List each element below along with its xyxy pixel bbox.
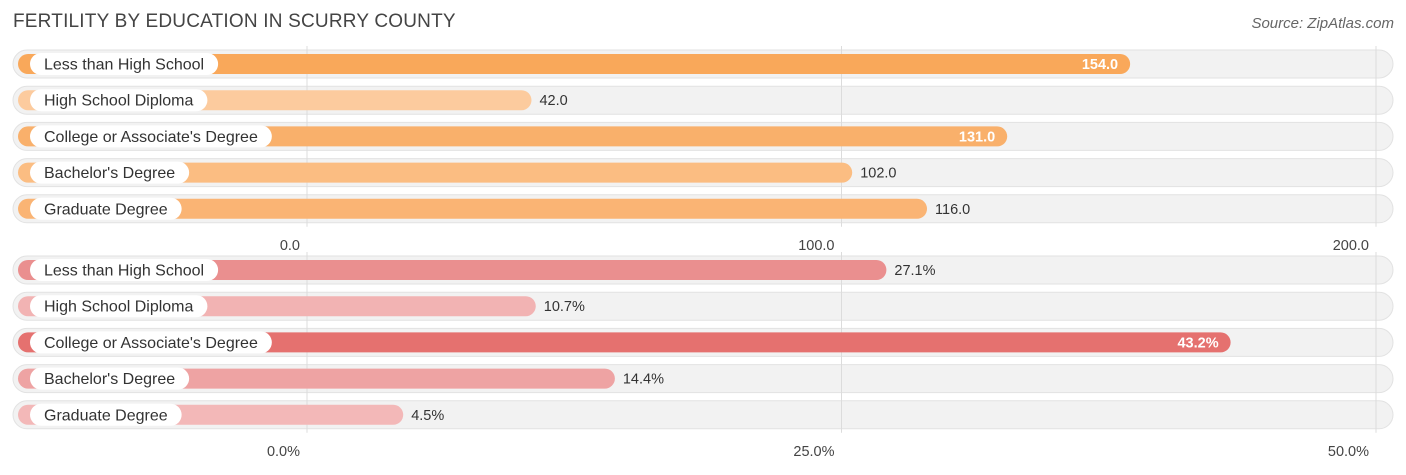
source-note: Source: ZipAtlas.com: [1251, 15, 1394, 32]
bar: [18, 260, 887, 280]
value-label: 102.0: [860, 166, 896, 182]
category-label-pill: [30, 259, 219, 281]
category-label: Bachelor's Degree: [44, 371, 175, 388]
bar: [18, 332, 1231, 353]
value-label: 14.4%: [623, 372, 664, 388]
value-label: 154.0: [1082, 57, 1118, 73]
category-label-pill: [30, 367, 190, 390]
category-label: Less than High School: [44, 57, 204, 74]
category-label: High School Diploma: [44, 299, 194, 316]
value-label: 116.0: [935, 202, 970, 218]
category-label-pill: [30, 331, 272, 354]
value-label: 27.1%: [894, 263, 935, 279]
category-label-pill: [30, 125, 272, 148]
category-label-pill: [30, 161, 190, 184]
bar: [18, 198, 928, 219]
tick-label: 0.0%: [267, 444, 300, 460]
category-label: College or Associate's Degree: [44, 129, 258, 146]
tick-label: 200.0: [1333, 238, 1369, 254]
value-label: 131.0: [959, 129, 995, 145]
bar: [18, 162, 853, 183]
chart-title: FERTILITY BY EDUCATION IN SCURRY COUNTY: [13, 11, 456, 32]
tick-label: 25.0%: [793, 444, 834, 460]
value-label: 10.7%: [544, 299, 585, 315]
category-label-pill: [30, 403, 182, 426]
bar: [18, 54, 1131, 74]
tick-label: 0.0: [280, 238, 300, 254]
category-label: High School Diploma: [44, 93, 194, 110]
category-label-pill: [30, 197, 182, 220]
category-label: Less than High School: [44, 263, 204, 280]
category-label: Graduate Degree: [44, 201, 168, 218]
value-label: 43.2%: [1177, 335, 1218, 351]
category-label: Bachelor's Degree: [44, 165, 175, 182]
tick-label: 100.0: [798, 238, 834, 254]
category-label-pill: [30, 295, 208, 318]
category-label: Graduate Degree: [44, 407, 168, 424]
category-label-pill: [30, 53, 219, 75]
tick-label: 50.0%: [1328, 444, 1369, 460]
value-label: 4.5%: [411, 408, 444, 424]
value-label: 42.0: [539, 93, 567, 109]
category-label: College or Associate's Degree: [44, 335, 258, 352]
category-label-pill: [30, 89, 208, 112]
